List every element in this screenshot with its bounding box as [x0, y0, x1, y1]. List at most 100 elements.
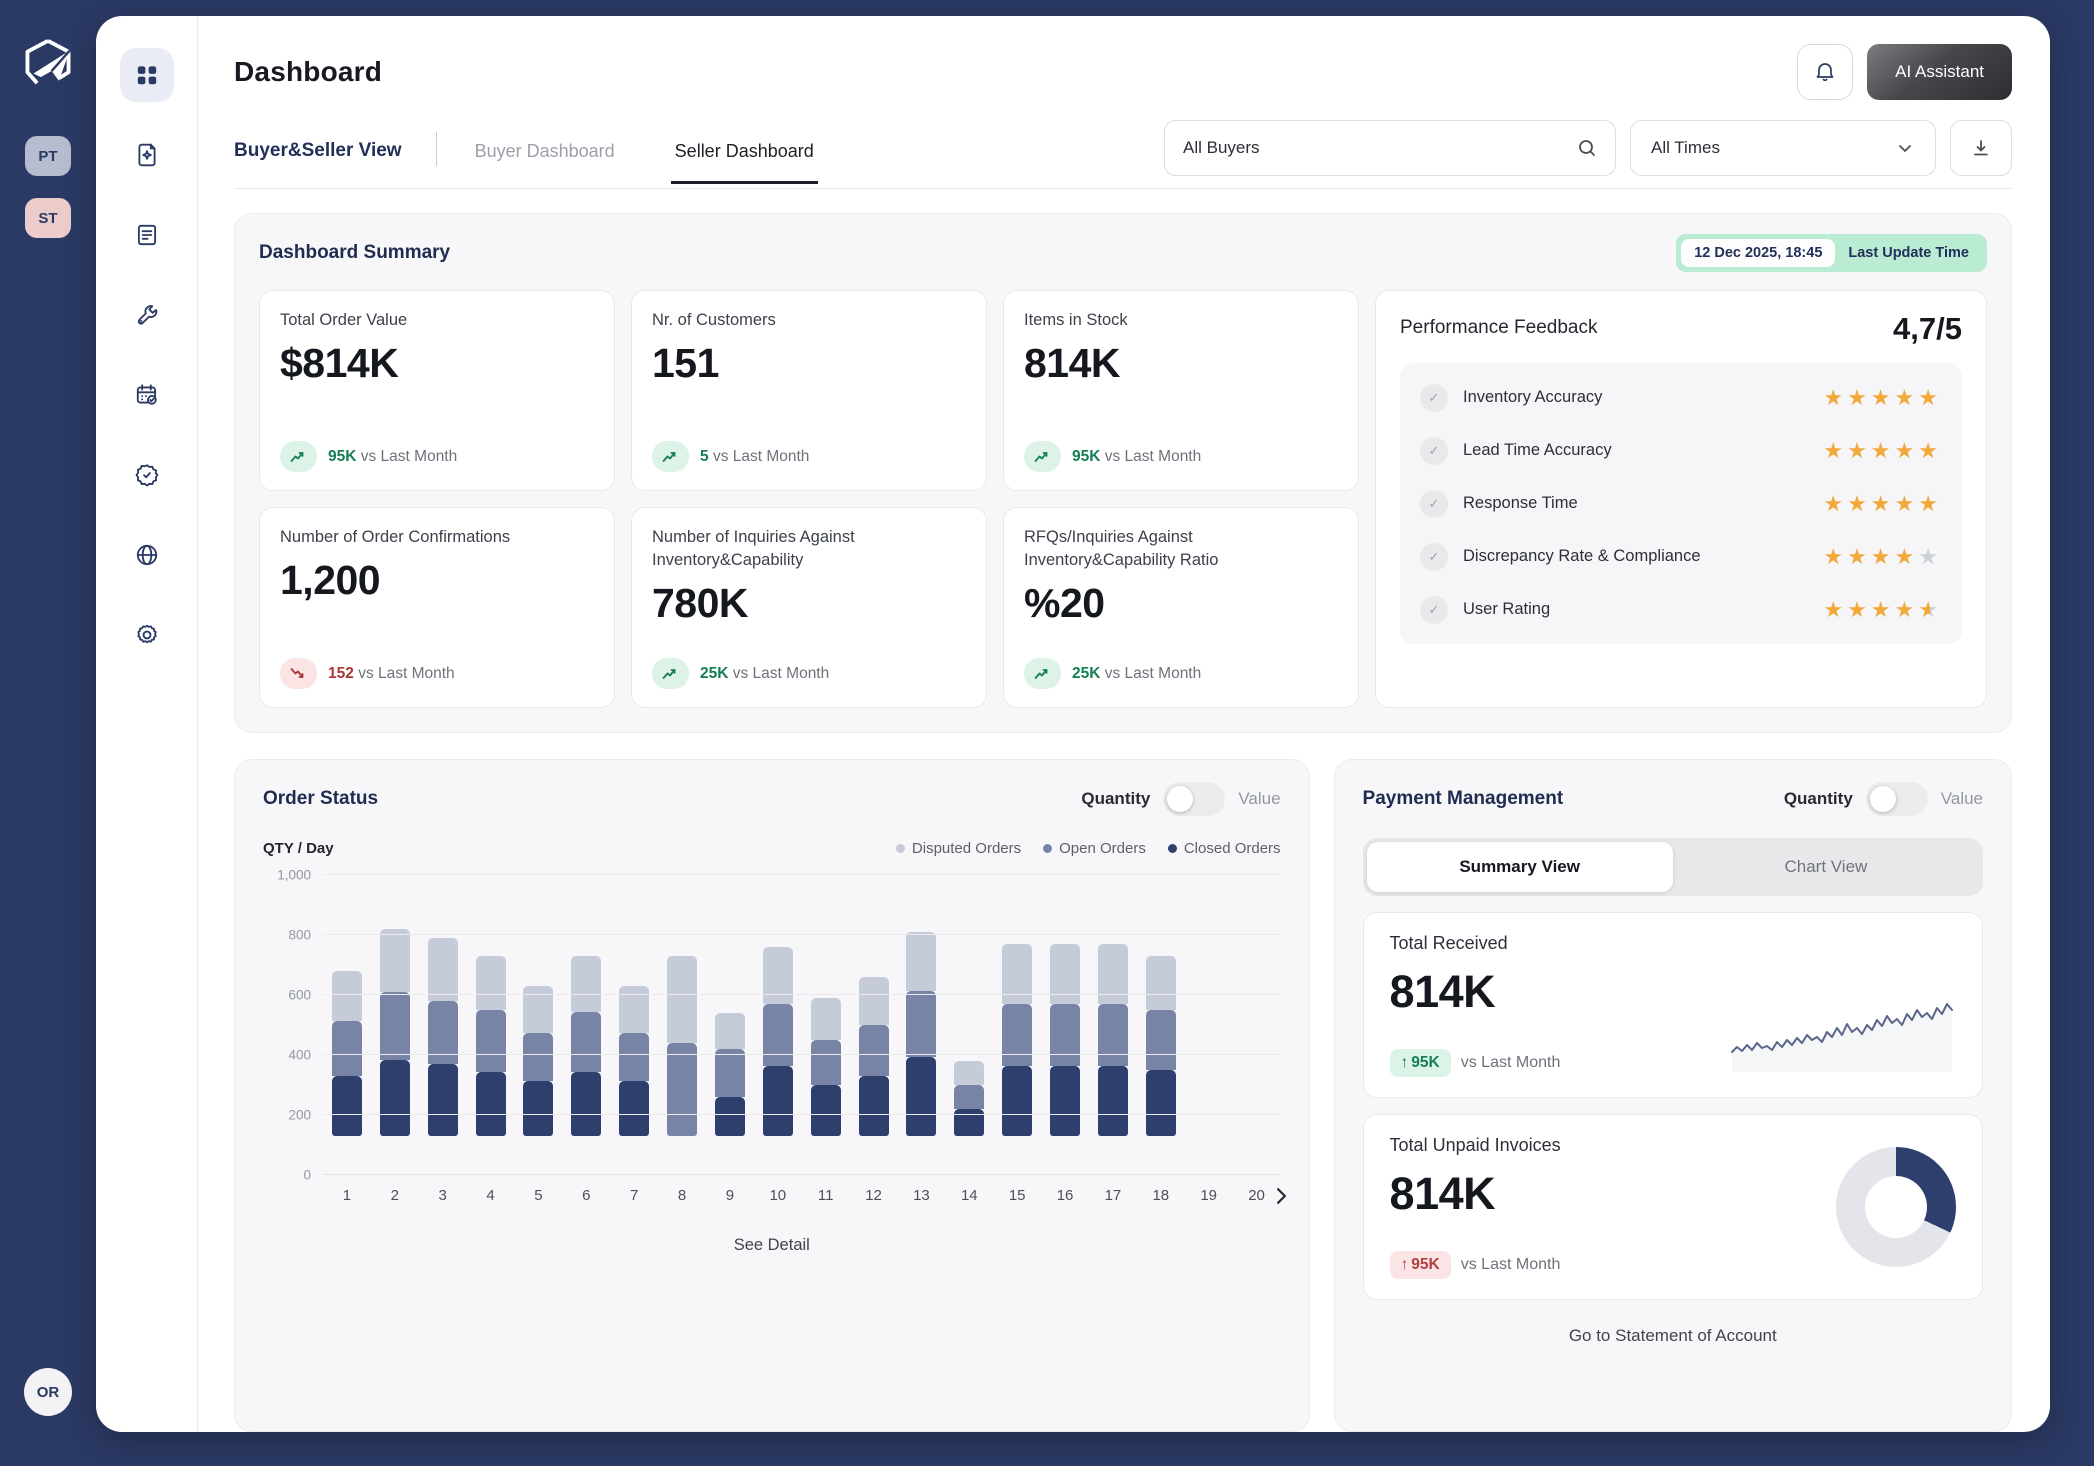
kpi-delta: 25K vs Last Month [1024, 658, 1338, 689]
star-filled-icon: ★ [1823, 491, 1847, 516]
performance-label: Discrepancy Rate & Compliance [1463, 547, 1701, 566]
stacked-bar-day-15[interactable] [1002, 944, 1032, 1136]
rail-item-schedule[interactable] [120, 368, 174, 422]
payment-toggle-group: Quantity Value [1784, 782, 1983, 816]
kpi-delta: 25K vs Last Month [652, 658, 966, 689]
stacked-bar-day-9[interactable] [715, 1013, 745, 1136]
avatar-pt[interactable]: PT [25, 136, 71, 176]
stacked-bar-day-12[interactable] [859, 977, 889, 1136]
stacked-bar-day-11[interactable] [811, 998, 841, 1136]
kpi-card-items-in-stock[interactable]: Items in Stock 814K 95K vs Last Month [1003, 290, 1359, 491]
bar-segment [859, 1025, 889, 1076]
icon-rail [96, 16, 198, 1432]
star-rating: ★★★★★ [1823, 438, 1942, 464]
star-filled-icon: ★ [1895, 597, 1919, 622]
performance-row-discrepancy: ✓ Discrepancy Rate & Compliance ★★★★★ [1416, 530, 1946, 583]
rail-item-dashboard[interactable] [120, 48, 174, 102]
rail-item-documents-ai[interactable] [120, 128, 174, 182]
dashboard-summary-panel: Dashboard Summary 12 Dec 2025, 18:45 Las… [234, 213, 2012, 733]
legend-item-disputed: Disputed Orders [896, 840, 1021, 857]
y-tick-label: 0 [303, 1168, 311, 1183]
time-filter-select[interactable]: All Times [1630, 120, 1936, 176]
summary-title: Dashboard Summary [259, 242, 450, 264]
tabs-bar: Buyer&Seller View Buyer Dashboard Seller… [234, 120, 2012, 189]
buyer-search-input[interactable] [1183, 138, 1577, 158]
notifications-button[interactable] [1797, 44, 1853, 100]
badge-check-icon [134, 462, 160, 488]
quantity-value-toggle[interactable] [1163, 782, 1225, 816]
star-filled-icon: ★ [1823, 597, 1847, 622]
tab-buyer-seller-view[interactable]: Buyer&Seller View [234, 124, 402, 184]
x-tick-label: 1 [323, 1187, 371, 1204]
gridline [323, 934, 1281, 935]
bar-slot-day-1 [323, 875, 371, 1175]
ai-assistant-button[interactable]: AI Assistant [1867, 44, 2012, 100]
rail-item-settings[interactable] [120, 608, 174, 662]
kpi-card-rfq-ratio[interactable]: RFQs/Inquiries Against Inventory&Capabil… [1003, 507, 1359, 708]
kpi-card-nr-customers[interactable]: Nr. of Customers 151 5 vs Last Month [631, 290, 987, 491]
x-tick-label: 10 [754, 1187, 802, 1204]
stacked-bar-day-10[interactable] [763, 947, 793, 1136]
stacked-bar-day-2[interactable] [380, 929, 410, 1136]
stacked-bar-day-13[interactable] [906, 932, 936, 1136]
stacked-bar-day-6[interactable] [571, 956, 601, 1136]
statement-of-account-link[interactable]: Go to Statement of Account [1363, 1326, 1983, 1346]
bar-slot-day-11 [802, 875, 850, 1175]
rail-item-notes[interactable] [120, 208, 174, 262]
bar-segment [571, 956, 601, 1012]
tab-summary-view[interactable]: Summary View [1367, 842, 1673, 892]
rail-item-verified[interactable] [120, 448, 174, 502]
stacked-bar-day-8[interactable] [667, 956, 697, 1136]
stacked-bar-day-18[interactable] [1146, 956, 1176, 1136]
chart-next-page-button[interactable] [1274, 1187, 1289, 1210]
avatar-st[interactable]: ST [25, 198, 71, 238]
avatar-or[interactable]: OR [24, 1368, 72, 1416]
toggle-knob[interactable] [1167, 786, 1193, 812]
pay-card-delta: ↑95K vs Last Month [1390, 1251, 1561, 1279]
download-icon [1971, 138, 1991, 158]
total-unpaid-card[interactable]: Total Unpaid Invoices 814K ↑95K vs Last … [1363, 1114, 1983, 1300]
download-button[interactable] [1950, 120, 2012, 176]
stacked-bar-day-16[interactable] [1050, 944, 1080, 1136]
star-rating: ★★★★★ [1823, 491, 1942, 517]
stacked-bar-day-3[interactable] [428, 938, 458, 1136]
kpi-value: 814K [1024, 340, 1338, 387]
bar-segment [476, 1010, 506, 1072]
total-received-card[interactable]: Total Received 814K ↑95K vs Last Month [1363, 912, 1983, 1098]
rail-item-global[interactable] [120, 528, 174, 582]
kpi-title: Number of Inquiries Against Inventory&Ca… [652, 526, 966, 572]
buyer-search-box[interactable] [1164, 120, 1616, 176]
stacked-bar-day-14[interactable] [954, 1061, 984, 1136]
rail-item-tools[interactable] [120, 288, 174, 342]
kpi-card-total-order-value[interactable]: Total Order Value $814K 95K vs Last Mont… [259, 290, 615, 491]
tab-seller-dashboard[interactable]: Seller Dashboard [671, 125, 818, 184]
kpi-card-inquiries[interactable]: Number of Inquiries Against Inventory&Ca… [631, 507, 987, 708]
star-filled-icon: ★ [1823, 385, 1847, 410]
order-status-subheader: QTY / Day Disputed Orders Open Orders Cl… [263, 840, 1281, 857]
kpi-value: 1,200 [280, 557, 594, 604]
quantity-value-toggle-group: Quantity Value [1081, 782, 1280, 816]
kpi-value: 780K [652, 580, 966, 627]
delta-value: 95K [1411, 1054, 1439, 1072]
see-detail-link[interactable]: See Detail [263, 1236, 1281, 1255]
performance-score: 4,7/5 [1893, 311, 1962, 347]
arrow-up-icon: ↑ [1401, 1054, 1409, 1072]
toggle-knob[interactable] [1870, 786, 1896, 812]
stacked-bar-day-4[interactable] [476, 956, 506, 1136]
trend-up-icon [1024, 658, 1061, 689]
tab-buyer-dashboard[interactable]: Buyer Dashboard [471, 125, 619, 184]
chart-legend: Disputed Orders Open Orders Closed Order… [896, 840, 1281, 857]
tab-chart-view[interactable]: Chart View [1673, 842, 1979, 892]
tab-divider [436, 132, 437, 166]
bar-slot-day-20 [1233, 875, 1281, 1175]
trend-down-icon [280, 658, 317, 689]
payment-title: Payment Management [1363, 788, 1564, 810]
stacked-bar-day-17[interactable] [1098, 944, 1128, 1136]
order-status-panel: Order Status Quantity Value QTY / Day Di… [234, 759, 1310, 1432]
bar-segment [571, 1072, 601, 1137]
payment-quantity-value-toggle[interactable] [1866, 782, 1928, 816]
bell-icon [1813, 60, 1837, 84]
star-filled-icon: ★ [1871, 385, 1895, 410]
bar-slot-day-10 [754, 875, 802, 1175]
kpi-card-order-confirmations[interactable]: Number of Order Confirmations 1,200 152 … [259, 507, 615, 708]
